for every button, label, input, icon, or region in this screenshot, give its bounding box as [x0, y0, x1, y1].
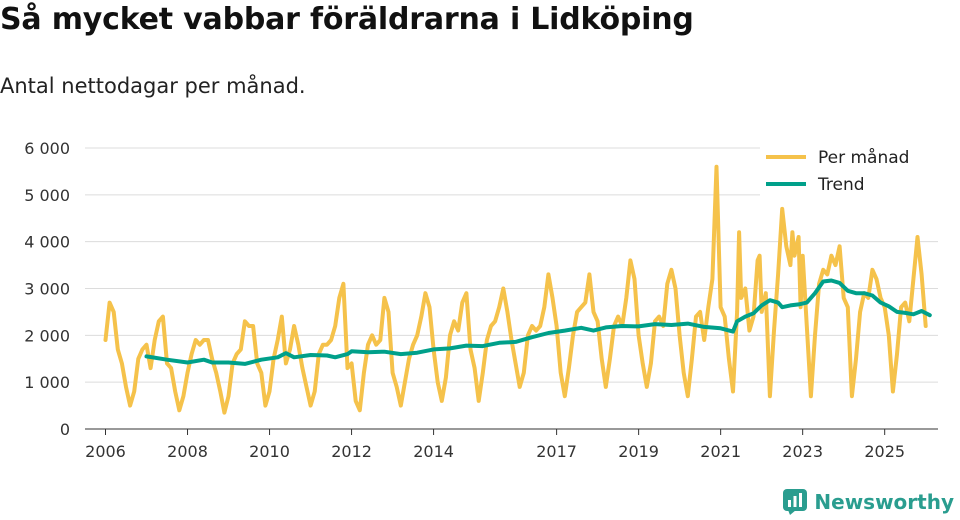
y-tick-label: 0: [60, 420, 70, 439]
y-tick-label: 2 000: [24, 326, 70, 345]
legend-label-trend: Trend: [817, 175, 865, 195]
x-tick-label: 2006: [85, 442, 126, 461]
series-line-per-manad: [103, 164, 928, 415]
brand-name: Newsworthy: [814, 490, 954, 514]
x-tick-label: 2012: [331, 442, 372, 461]
y-tick-label: 4 000: [24, 233, 70, 252]
y-tick-label: 5 000: [24, 186, 70, 205]
x-tick-label: 2017: [536, 442, 577, 461]
x-tick-label: 2008: [167, 442, 208, 461]
legend-background: [760, 142, 940, 200]
newsworthy-logo-icon: [783, 489, 808, 515]
legend-label-per-manad: Per månad: [818, 147, 909, 168]
brand-logo: Newsworthy: [782, 488, 954, 516]
chart-subtitle: Antal nettodagar per månad.: [0, 74, 306, 98]
x-tick-label: 2023: [782, 442, 823, 461]
series-line-trend: [144, 278, 932, 366]
legend: Per månad Trend: [760, 142, 940, 200]
axes: 0 1 000 2 000 3 000 4 000 5 000 6 000 2006 2008 2…: [24, 139, 938, 461]
x-tick-label: 2025: [864, 442, 905, 461]
x-tick-label: 2019: [618, 442, 659, 461]
x-tick-label: 2010: [249, 442, 290, 461]
x-tick-label: 2021: [700, 442, 741, 461]
y-tick-label: 3 000: [24, 280, 70, 299]
series: [103, 164, 932, 415]
y-tick-label: 6 000: [24, 139, 70, 158]
y-tick-label: 1 000: [24, 373, 70, 392]
x-tick-label: 2014: [413, 442, 454, 461]
chart-title: Så mycket vabbar föräldrarna i Lidköping: [0, 2, 694, 37]
